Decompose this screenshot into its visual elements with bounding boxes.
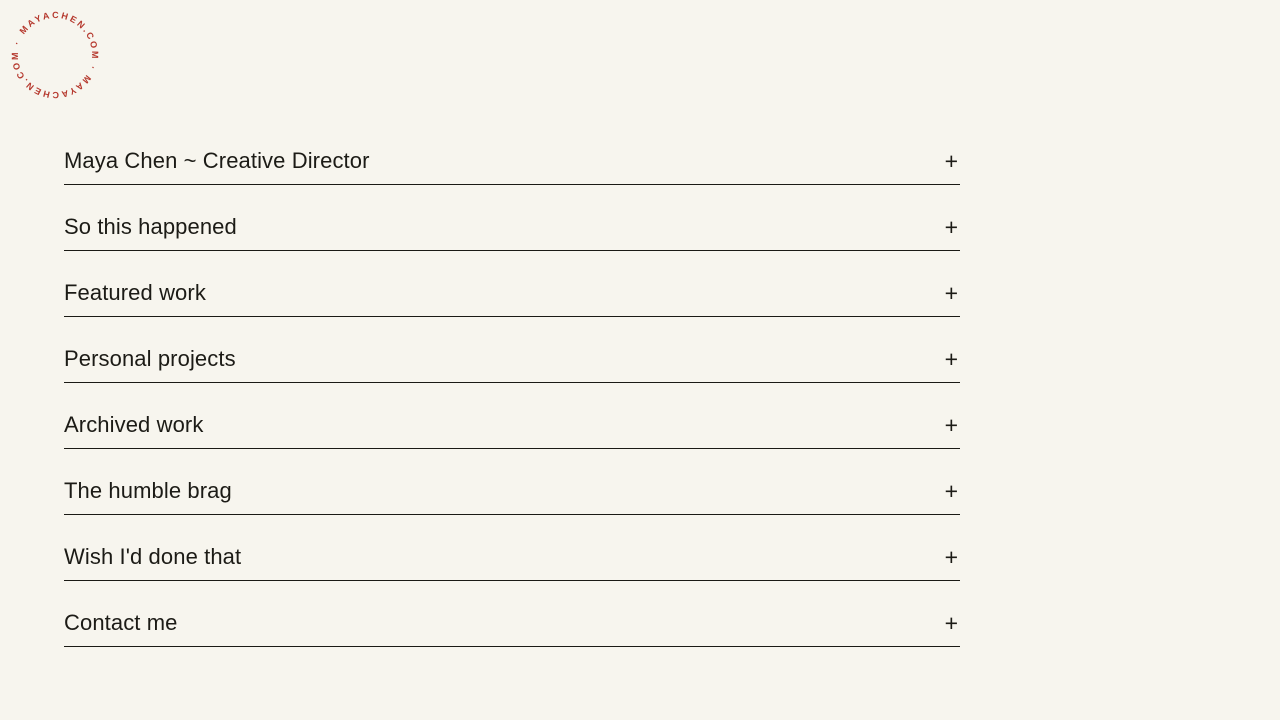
accordion-item-label: Personal projects bbox=[64, 346, 236, 371]
plus-icon[interactable]: + bbox=[944, 280, 958, 306]
accordion-item-intro[interactable]: Maya Chen ~ Creative Director + bbox=[64, 119, 960, 185]
plus-icon[interactable]: + bbox=[944, 346, 958, 372]
site-logo[interactable]: MAYACHEN.COM · MAYACHEN.COM · bbox=[0, 0, 110, 110]
accordion-item-contact-me[interactable]: Contact me + bbox=[64, 581, 960, 647]
accordion-item-label: The humble brag bbox=[64, 478, 232, 503]
svg-text:MAYACHEN.COM · MAYACHEN.COM ·: MAYACHEN.COM · MAYACHEN.COM · bbox=[0, 0, 110, 110]
accordion-item-featured-work[interactable]: Featured work + bbox=[64, 251, 960, 317]
accordion-item-personal-projects[interactable]: Personal projects + bbox=[64, 317, 960, 383]
accordion-item-label: Maya Chen ~ Creative Director bbox=[64, 148, 370, 173]
plus-icon[interactable]: + bbox=[944, 610, 958, 636]
plus-icon[interactable]: + bbox=[944, 214, 958, 240]
plus-icon[interactable]: + bbox=[944, 544, 958, 570]
accordion-item-so-this-happened[interactable]: So this happened + bbox=[64, 185, 960, 251]
plus-icon[interactable]: + bbox=[944, 412, 958, 438]
accordion-item-label: Featured work bbox=[64, 280, 206, 305]
accordion-item-label: Wish I'd done that bbox=[64, 544, 242, 569]
logo-circular-text: MAYACHEN.COM · MAYACHEN.COM · bbox=[0, 0, 110, 110]
accordion-item-label: Archived work bbox=[64, 412, 204, 437]
circular-logo: MAYACHEN.COM · MAYACHEN.COM · bbox=[0, 0, 110, 110]
plus-icon[interactable]: + bbox=[944, 478, 958, 504]
accordion-item-humble-brag[interactable]: The humble brag + bbox=[64, 449, 960, 515]
accordion-item-wish-id-done-that[interactable]: Wish I'd done that + bbox=[64, 515, 960, 581]
accordion-menu: Maya Chen ~ Creative Director + So this … bbox=[64, 119, 960, 647]
accordion-item-label: So this happened bbox=[64, 214, 237, 239]
accordion-item-archived-work[interactable]: Archived work + bbox=[64, 383, 960, 449]
plus-icon[interactable]: + bbox=[944, 148, 958, 174]
accordion-item-label: Contact me bbox=[64, 610, 178, 635]
